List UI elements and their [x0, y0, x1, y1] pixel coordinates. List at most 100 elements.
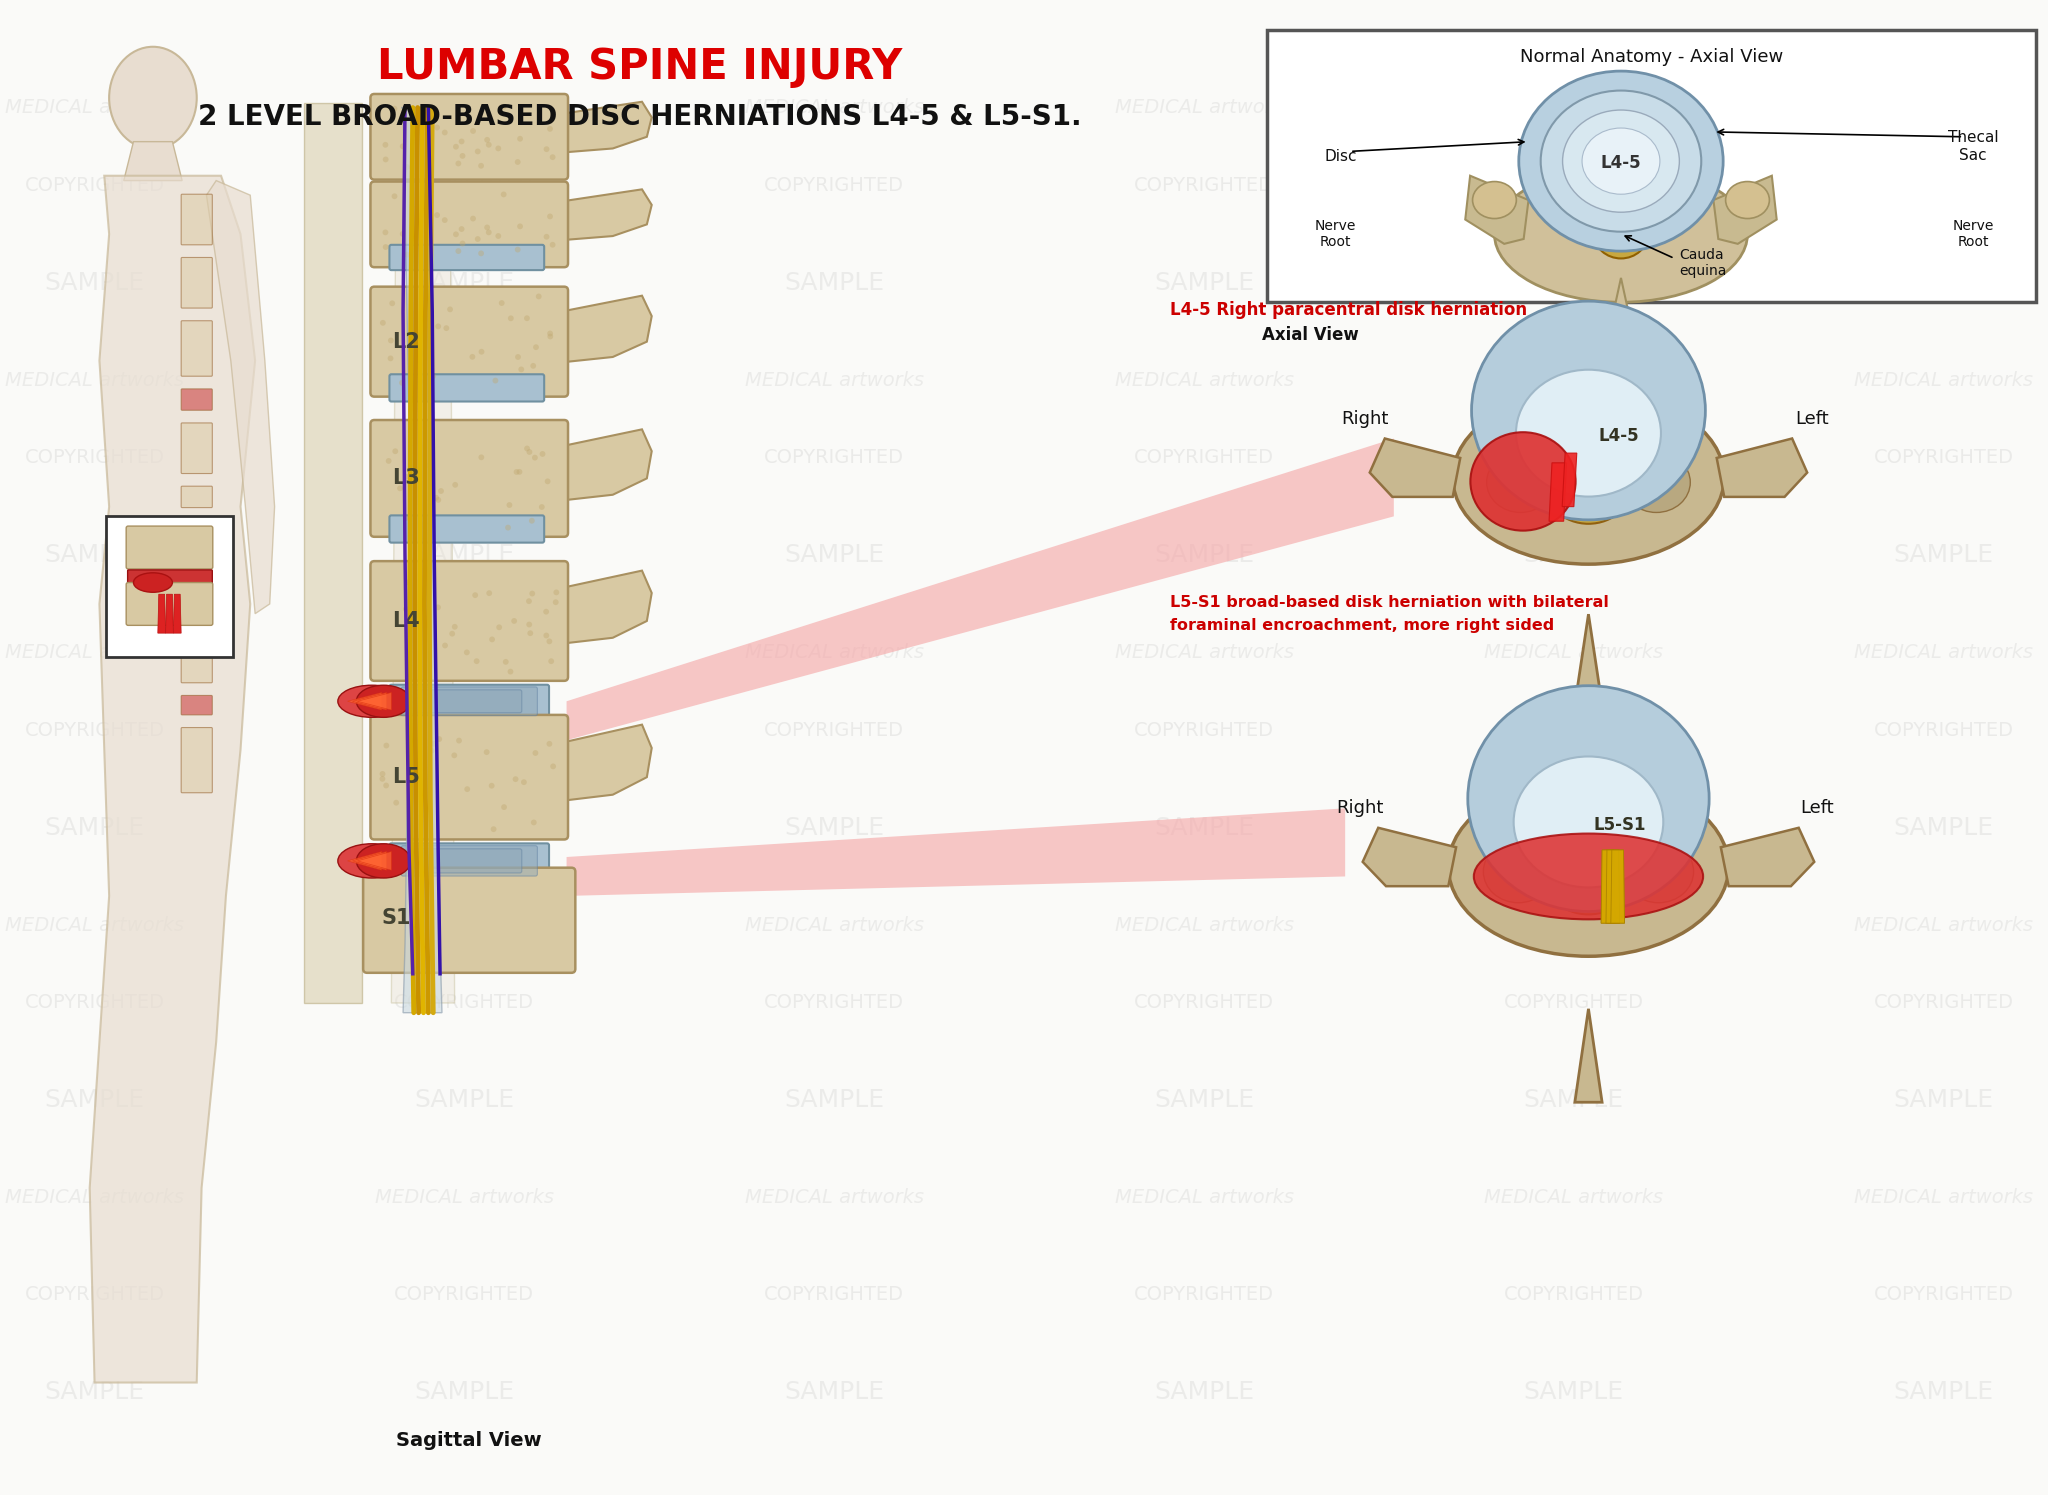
Text: Left: Left: [1796, 410, 1829, 428]
FancyBboxPatch shape: [106, 516, 233, 658]
Text: COPYRIGHTED: COPYRIGHTED: [1874, 176, 2013, 194]
FancyBboxPatch shape: [180, 520, 213, 576]
FancyBboxPatch shape: [1268, 30, 2036, 302]
Text: COPYRIGHTED: COPYRIGHTED: [764, 448, 905, 468]
Circle shape: [455, 160, 461, 166]
Text: SAMPLE: SAMPLE: [784, 271, 885, 295]
Circle shape: [403, 516, 410, 520]
Text: SAMPLE: SAMPLE: [784, 543, 885, 567]
Text: SAMPLE: SAMPLE: [784, 816, 885, 840]
Circle shape: [547, 214, 553, 220]
Circle shape: [397, 486, 403, 492]
Text: Cauda
equina: Cauda equina: [1679, 248, 1726, 278]
Circle shape: [391, 193, 397, 199]
Polygon shape: [567, 438, 1395, 740]
Circle shape: [502, 191, 506, 197]
Text: SAMPLE: SAMPLE: [1894, 1088, 1995, 1112]
Polygon shape: [1563, 453, 1577, 507]
Circle shape: [547, 126, 553, 132]
Text: Axial View: Axial View: [1262, 326, 1360, 344]
Text: SAMPLE: SAMPLE: [784, 1088, 885, 1112]
Circle shape: [483, 224, 489, 230]
Text: COPYRIGHTED: COPYRIGHTED: [25, 448, 164, 468]
FancyBboxPatch shape: [362, 867, 575, 973]
Text: MEDICAL artworks: MEDICAL artworks: [1114, 99, 1294, 117]
Text: COPYRIGHTED: COPYRIGHTED: [395, 176, 535, 194]
FancyBboxPatch shape: [416, 849, 522, 873]
FancyBboxPatch shape: [416, 689, 522, 713]
Circle shape: [424, 807, 430, 812]
Text: L4: L4: [391, 611, 420, 631]
Circle shape: [459, 226, 465, 232]
Text: MEDICAL artworks: MEDICAL artworks: [4, 643, 184, 662]
Circle shape: [545, 478, 551, 484]
FancyBboxPatch shape: [180, 194, 213, 245]
Circle shape: [383, 743, 389, 749]
FancyBboxPatch shape: [180, 389, 213, 410]
Text: Right: Right: [1335, 800, 1384, 818]
Text: COPYRIGHTED: COPYRIGHTED: [764, 721, 905, 740]
Text: COPYRIGHTED: COPYRIGHTED: [25, 1286, 164, 1305]
FancyBboxPatch shape: [371, 715, 567, 840]
Circle shape: [528, 517, 535, 523]
Text: L2: L2: [391, 332, 420, 351]
Circle shape: [453, 232, 459, 238]
Polygon shape: [1370, 438, 1460, 496]
Text: COPYRIGHTED: COPYRIGHTED: [1135, 994, 1274, 1012]
Text: SAMPLE: SAMPLE: [1524, 1380, 1624, 1404]
Circle shape: [524, 315, 530, 321]
Circle shape: [422, 520, 428, 526]
Text: MEDICAL artworks: MEDICAL artworks: [1114, 643, 1294, 662]
Text: MEDICAL artworks: MEDICAL artworks: [1114, 1189, 1294, 1206]
Circle shape: [514, 247, 520, 253]
Circle shape: [453, 623, 457, 629]
Text: SAMPLE: SAMPLE: [414, 1380, 514, 1404]
Polygon shape: [563, 429, 651, 501]
Text: COPYRIGHTED: COPYRIGHTED: [1135, 448, 1274, 468]
Text: MEDICAL artworks: MEDICAL artworks: [4, 915, 184, 934]
Ellipse shape: [1544, 441, 1634, 523]
Circle shape: [385, 457, 391, 463]
Text: L4-5 Right paracentral disk herniation: L4-5 Right paracentral disk herniation: [1169, 300, 1528, 318]
Circle shape: [532, 344, 539, 350]
Circle shape: [528, 591, 535, 597]
Circle shape: [403, 580, 410, 586]
Polygon shape: [90, 176, 256, 1383]
Text: COPYRIGHTED: COPYRIGHTED: [1503, 1286, 1645, 1305]
Circle shape: [549, 154, 555, 160]
Circle shape: [532, 454, 539, 460]
Circle shape: [479, 348, 485, 354]
Circle shape: [430, 742, 436, 746]
Circle shape: [539, 504, 545, 510]
Text: SAMPLE: SAMPLE: [1153, 816, 1253, 840]
Polygon shape: [563, 102, 651, 152]
Ellipse shape: [1726, 181, 1769, 218]
Text: COPYRIGHTED: COPYRIGHTED: [25, 994, 164, 1012]
Polygon shape: [352, 852, 387, 870]
Ellipse shape: [1581, 129, 1661, 194]
Circle shape: [393, 448, 397, 454]
Ellipse shape: [133, 573, 172, 592]
FancyBboxPatch shape: [389, 685, 549, 718]
Text: MEDICAL artworks: MEDICAL artworks: [1485, 99, 1663, 117]
Text: COPYRIGHTED: COPYRIGHTED: [395, 448, 535, 468]
Circle shape: [483, 749, 489, 755]
Circle shape: [449, 631, 455, 637]
FancyBboxPatch shape: [389, 245, 545, 271]
Circle shape: [430, 374, 436, 380]
Text: SAMPLE: SAMPLE: [45, 1380, 145, 1404]
Text: Disc: Disc: [1325, 150, 1356, 164]
FancyBboxPatch shape: [389, 374, 545, 402]
Text: SAMPLE: SAMPLE: [45, 543, 145, 567]
Polygon shape: [563, 190, 651, 241]
Circle shape: [453, 144, 459, 150]
Ellipse shape: [338, 685, 406, 718]
Text: Nerve
Root: Nerve Root: [1315, 218, 1356, 250]
Circle shape: [399, 144, 406, 150]
Text: SAMPLE: SAMPLE: [1153, 543, 1253, 567]
Text: L4-5: L4-5: [1597, 428, 1638, 446]
Polygon shape: [401, 108, 442, 1012]
Ellipse shape: [1540, 91, 1702, 232]
Text: LUMBAR SPINE INJURY: LUMBAR SPINE INJURY: [377, 46, 903, 88]
FancyBboxPatch shape: [127, 526, 213, 570]
